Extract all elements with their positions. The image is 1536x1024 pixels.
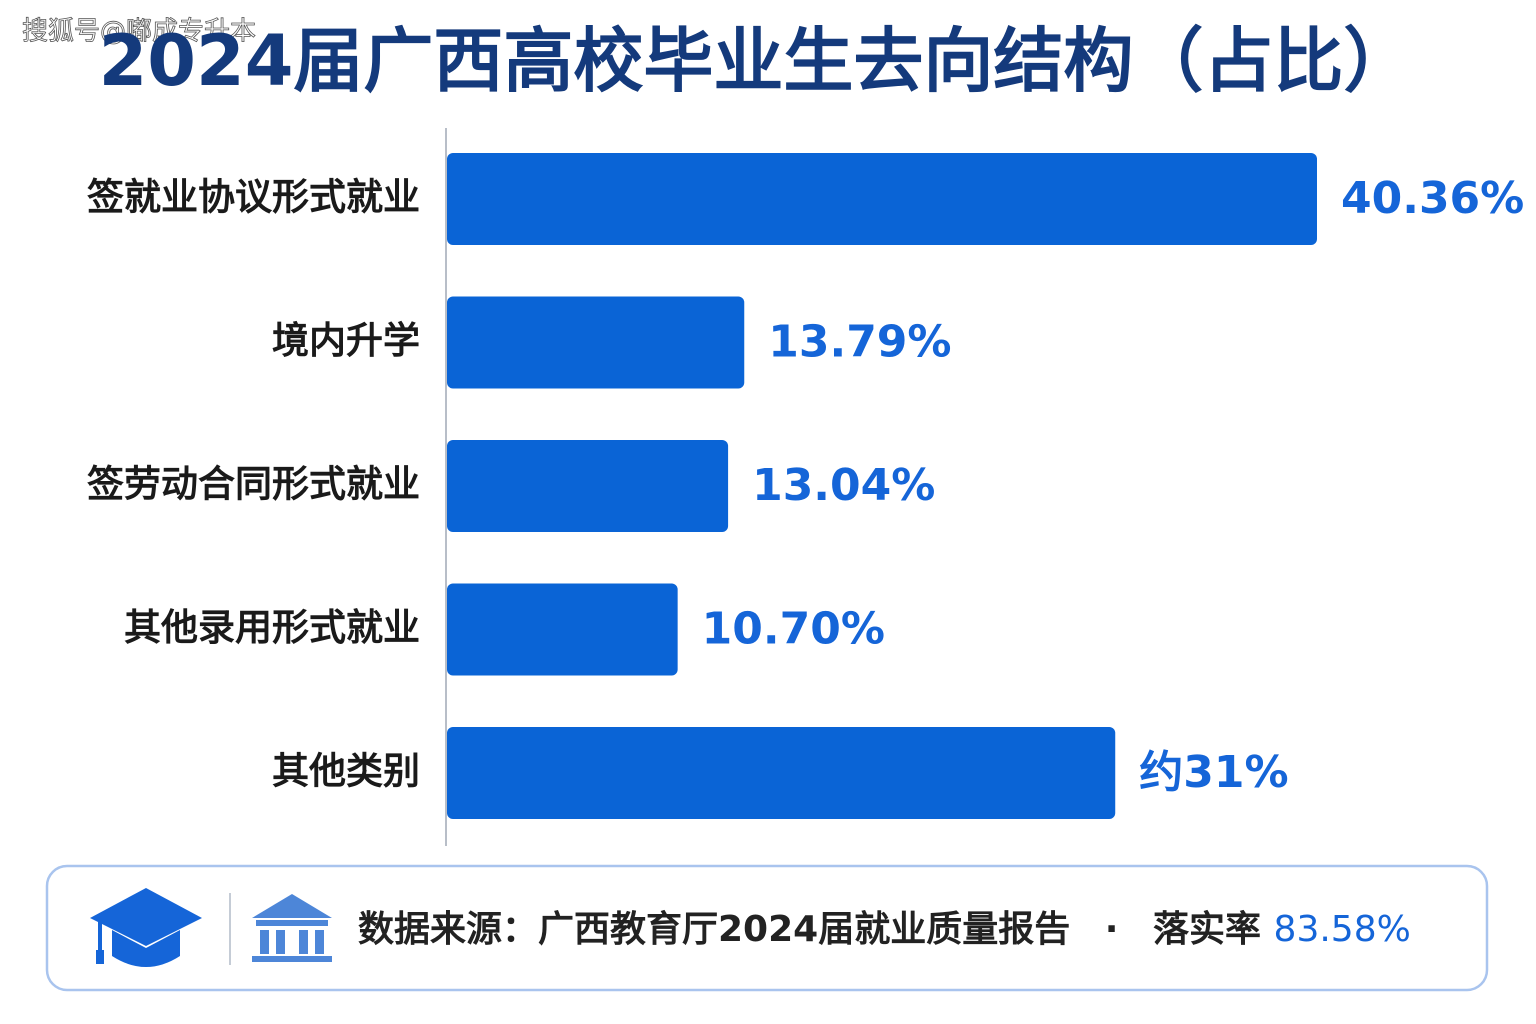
value-label: 13.79% — [768, 317, 951, 368]
footer-box — [45, 864, 1489, 992]
bar — [447, 440, 729, 532]
separator: · — [1105, 909, 1119, 950]
rate-label: 落实率 — [1153, 909, 1261, 950]
value-label: 10.70% — [702, 604, 885, 655]
value-label: 40.36% — [1341, 173, 1524, 224]
watermark: 搜狐号@嘟成专升本 — [22, 17, 256, 47]
value-label: 约31% — [1139, 747, 1288, 798]
source: 数据来源：广西教育厅2024届就业质量报告 — [358, 909, 1070, 950]
bar — [447, 583, 678, 676]
category-label: 境内升学 — [272, 319, 420, 362]
category-label: 签就业协议形式就业 — [87, 176, 420, 219]
category-label: 其他类别 — [272, 750, 420, 793]
graduation-cap-icon — [90, 888, 202, 967]
category-label: 其他录用形式就业 — [124, 606, 420, 649]
building-icon — [252, 894, 332, 962]
chart-title: 2024届广西高校毕业生去向结构（占比） — [99, 20, 1414, 102]
rate-value: 83.58% — [1274, 909, 1411, 950]
bar — [447, 296, 745, 389]
bar — [447, 153, 1317, 245]
value-label: 13.04% — [752, 460, 935, 511]
category-label: 签劳动合同形式就业 — [87, 463, 420, 506]
footer-text: 数据来源：广西教育厅2024届就业质量报告 · 落实率 83.58% — [358, 909, 1411, 950]
bar — [447, 727, 1116, 819]
